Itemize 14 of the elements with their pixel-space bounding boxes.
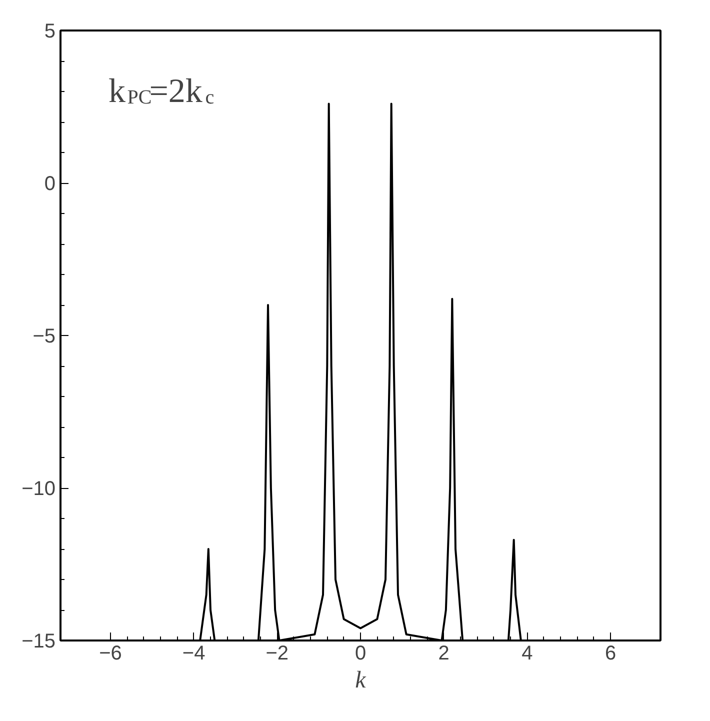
- y-tick-label: −15: [22, 630, 56, 652]
- x-tick-label: −2: [266, 642, 289, 664]
- x-tick-label: 6: [604, 642, 616, 664]
- y-tick-label: 5: [44, 20, 56, 42]
- x-tick-label: 0: [354, 642, 366, 664]
- annotation: kPC=2kc: [108, 73, 214, 110]
- x-axis-title: k: [355, 668, 366, 694]
- x-tick-label: −6: [99, 642, 122, 664]
- y-tick-label: −5: [32, 326, 56, 348]
- x-tick-label: 4: [522, 642, 533, 664]
- y-tick-label: 0: [44, 173, 56, 195]
- x-tick-label: −4: [182, 642, 206, 664]
- y-tick-label: −10: [22, 478, 56, 500]
- x-tick-label: 2: [438, 642, 450, 664]
